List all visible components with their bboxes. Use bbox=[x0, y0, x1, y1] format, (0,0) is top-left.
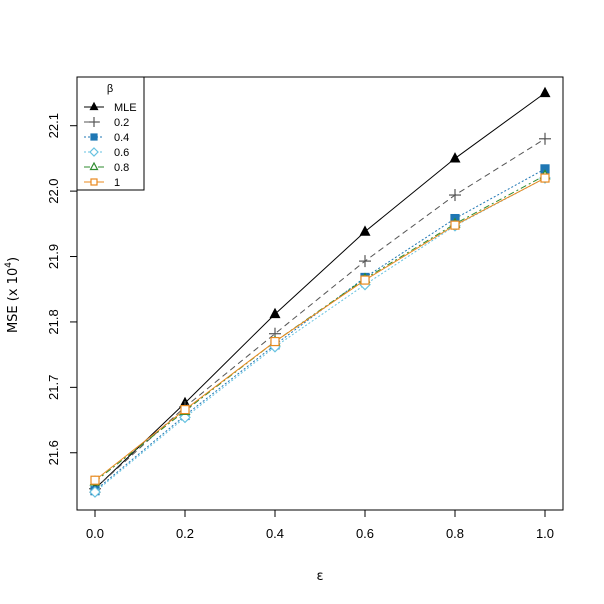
series-line-2 bbox=[94, 168, 546, 492]
series-5-point-4 bbox=[450, 220, 460, 230]
legend-marker-2 bbox=[90, 133, 98, 141]
series-5-point-0 bbox=[90, 475, 100, 485]
legend-label-2: 0.4 bbox=[114, 132, 129, 144]
x-tick-label-3: 0.6 bbox=[356, 526, 374, 541]
x-axis: 0.0 0.2 0.4 0.6 0.8 1.0 bbox=[86, 509, 554, 541]
legend-marker-3 bbox=[89, 147, 99, 157]
legend-box bbox=[76, 76, 145, 191]
series-5-point-3 bbox=[360, 275, 370, 285]
series-0-point-3 bbox=[359, 225, 371, 236]
series-line-5 bbox=[94, 177, 546, 481]
legend-marker-5 bbox=[90, 178, 98, 186]
y-axis-label-group: MSE (x 104) bbox=[4, 257, 21, 333]
legend-label-0: MLE bbox=[114, 102, 137, 114]
legend: β MLE 0.2 0.4 0.6 0.8 1 bbox=[76, 76, 145, 191]
y-axis-label-main: MSE (x 10 bbox=[6, 268, 21, 333]
y-axis-label-exponent: 4 bbox=[4, 262, 14, 268]
y-tick-label-3: 21.9 bbox=[46, 244, 61, 269]
legend-label-5: 1 bbox=[114, 177, 120, 189]
y-tick-label-5: 22.1 bbox=[46, 113, 61, 138]
legend-entry-0: MLE bbox=[84, 101, 137, 114]
y-tick-label-2: 21.8 bbox=[46, 309, 61, 334]
series-line-0 bbox=[94, 92, 546, 490]
x-tick-label-4: 0.8 bbox=[446, 526, 464, 541]
series-3-point-0 bbox=[89, 486, 101, 498]
x-tick-label-0: 0.0 bbox=[86, 526, 104, 541]
y-tick-label-0: 21.6 bbox=[46, 440, 61, 465]
x-tick-label-5: 1.0 bbox=[536, 526, 554, 541]
legend-entry-2: 0.4 bbox=[84, 132, 129, 144]
legend-label-1: 0.2 bbox=[114, 117, 129, 129]
legend-marker-4 bbox=[89, 161, 99, 171]
series-0-point-5 bbox=[539, 86, 551, 98]
legend-label-3: 0.6 bbox=[114, 147, 129, 159]
x-tick-label-1: 0.2 bbox=[176, 526, 194, 541]
y-tick-label-1: 21.7 bbox=[46, 375, 61, 400]
y-axis-label: MSE (x 104) bbox=[4, 257, 21, 333]
series-1-point-4 bbox=[449, 189, 461, 202]
legend-marker-1 bbox=[89, 117, 99, 127]
legend-entry-3: 0.6 bbox=[84, 147, 129, 159]
series-layer bbox=[89, 86, 551, 498]
legend-label-4: 0.8 bbox=[114, 162, 129, 174]
legend-entry-4: 0.8 bbox=[84, 161, 129, 174]
series-1-point-5 bbox=[539, 132, 551, 145]
series-5-point-1 bbox=[180, 404, 190, 415]
series-1-point-3 bbox=[359, 255, 371, 268]
x-axis-label: ε bbox=[316, 569, 323, 584]
y-axis: 21.6 21.7 21.8 21.9 22.0 22.1 bbox=[46, 113, 78, 465]
legend-title: β bbox=[107, 83, 113, 95]
legend-entry-5: 1 bbox=[84, 177, 120, 189]
y-axis-label-close: ) bbox=[6, 257, 21, 262]
legend-marker-0 bbox=[89, 101, 99, 111]
series-line-4 bbox=[94, 174, 546, 482]
y-tick-label-4: 22.0 bbox=[46, 178, 61, 203]
series-5-point-5 bbox=[540, 173, 550, 183]
series-5-point-2 bbox=[270, 336, 280, 347]
series-5 bbox=[90, 173, 550, 485]
series-line-1 bbox=[94, 138, 546, 490]
x-tick-label-2: 0.4 bbox=[266, 526, 284, 541]
series-0-point-4 bbox=[449, 152, 461, 163]
legend-entry-1: 0.2 bbox=[84, 117, 129, 129]
series-0-point-2 bbox=[269, 307, 281, 319]
